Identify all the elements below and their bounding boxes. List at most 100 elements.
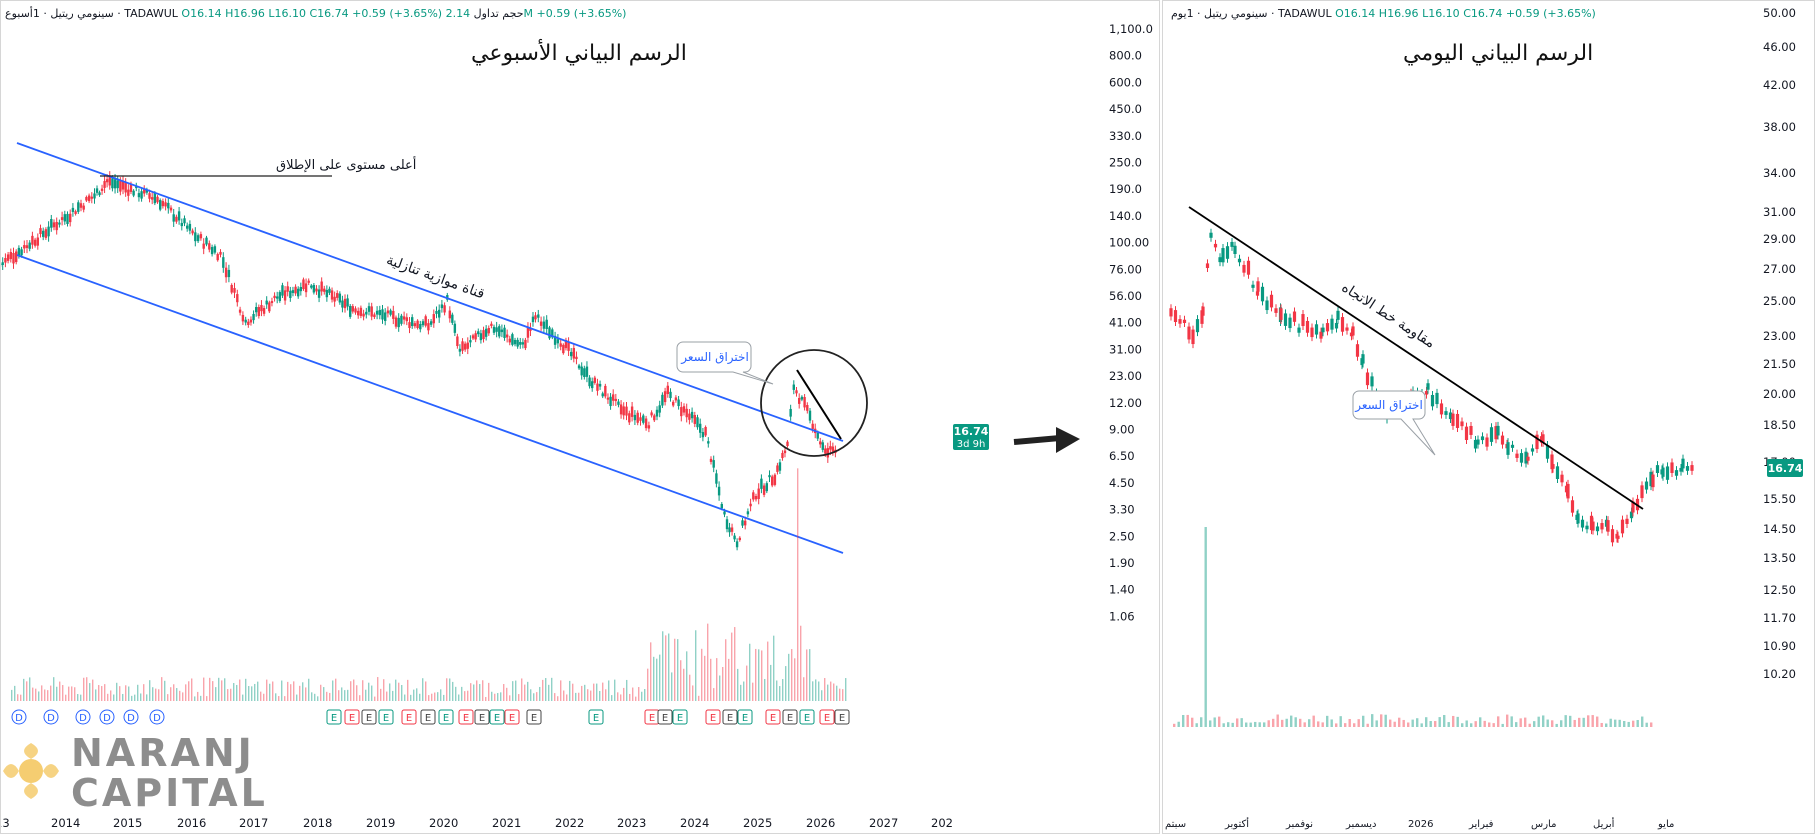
weekly-chart-panel[interactable]: سينومي ريتيل · 1أسبوع · TADAWUL O16.14 H… xyxy=(0,0,1160,834)
daily-chart-title: الرسم البياني اليومي xyxy=(1403,41,1594,66)
weekly-candle xyxy=(268,302,271,312)
weekly-candle xyxy=(302,279,305,290)
weekly-candle xyxy=(559,343,562,347)
daily-candle xyxy=(1361,354,1365,364)
weekly-candle xyxy=(639,417,642,421)
daily-candle xyxy=(1426,383,1430,390)
weekly-candle xyxy=(346,298,349,307)
event-badge-label: E xyxy=(463,713,469,724)
weekly-volume-bar xyxy=(833,683,835,701)
weekly-candle xyxy=(593,377,597,383)
daily-y-tick: 21.50 xyxy=(1763,357,1796,371)
weekly-volume-bar xyxy=(398,682,400,701)
weekly-open: O16.14 xyxy=(181,7,222,20)
weekly-chart-canvas[interactable]: 1,100.0 800.0 600.0 450.0 330.0 250.0 190.0 140… xyxy=(1,1,1160,834)
weekly-volume-bar xyxy=(83,677,85,701)
daily-volume-bar xyxy=(1645,722,1648,727)
daily-volume-bar xyxy=(1623,720,1626,727)
weekly-volume-bar xyxy=(281,680,283,701)
daily-volume-bar xyxy=(1551,720,1554,727)
weekly-candle xyxy=(701,432,705,438)
weekly-volume-bar xyxy=(224,678,226,701)
weekly-candle xyxy=(219,251,222,255)
weekly-volume-bar xyxy=(845,678,847,701)
daily-volume-bar xyxy=(1492,723,1495,727)
weekly-volume-bar xyxy=(731,632,733,701)
weekly-x-tick: 2015 xyxy=(113,816,142,830)
daily-candle xyxy=(1218,257,1222,263)
daily-candle xyxy=(1205,263,1210,269)
weekly-volume-bar xyxy=(452,681,454,701)
weekly-volume-bar xyxy=(242,694,244,701)
weekly-volume-bar xyxy=(503,684,505,701)
weekly-candle xyxy=(244,319,247,323)
weekly-y-tick: 800.0 xyxy=(1109,49,1142,63)
daily-candle xyxy=(1182,319,1187,324)
weekly-candle xyxy=(693,415,696,424)
daily-candle xyxy=(1233,245,1237,254)
weekly-candle xyxy=(696,417,699,428)
daily-volume-bar xyxy=(1461,723,1464,727)
weekly-candle xyxy=(666,385,669,395)
daily-volume-bar xyxy=(1290,715,1293,727)
weekly-volume-bar xyxy=(551,677,553,701)
weekly-candle xyxy=(273,295,276,299)
event-badge xyxy=(326,709,342,725)
weekly-candle xyxy=(448,310,452,319)
weekly-price-tag-bg xyxy=(953,424,989,450)
daily-volume-bar xyxy=(1245,722,1248,727)
daily-x-tick: فبراير xyxy=(1468,819,1494,830)
event-badge-label: E xyxy=(677,713,683,724)
weekly-price-timer: 3d 9h xyxy=(957,439,986,450)
weekly-volume-bar xyxy=(746,665,748,701)
weekly-volume-bar xyxy=(506,687,508,701)
weekly-candle xyxy=(283,290,287,301)
weekly-volume-bar xyxy=(764,678,766,701)
weekly-candle xyxy=(762,485,766,495)
weekly-candle xyxy=(539,321,543,326)
daily-chart-panel[interactable]: سينومي ريتيل · 1يوم · TADAWUL O16.14 H16… xyxy=(1162,0,1815,834)
weekly-candle xyxy=(113,179,117,189)
weekly-candle xyxy=(270,301,274,304)
weekly-volume-bar xyxy=(527,681,529,701)
daily-chart-canvas[interactable]: 50.00 46.00 42.00 38.00 34.00 31.00 29.00 27.00… xyxy=(1163,1,1815,834)
weekly-candle xyxy=(159,199,162,210)
weekly-candle xyxy=(224,267,228,278)
weekly-candle xyxy=(55,221,58,231)
weekly-volume-bar xyxy=(71,686,73,701)
weekly-volume-bar xyxy=(449,678,451,701)
daily-volume-bar xyxy=(1335,723,1338,727)
daily-y-tick: 25.00 xyxy=(1763,294,1796,308)
daily-candle xyxy=(1560,474,1564,483)
weekly-candle xyxy=(553,335,557,345)
daily-candle xyxy=(1661,467,1665,477)
daily-volume-bar xyxy=(1263,722,1266,727)
daily-volume-bar xyxy=(1600,722,1603,727)
daily-volume-bar xyxy=(1204,527,1207,727)
daily-candle xyxy=(1336,310,1340,320)
weekly-volume-bar xyxy=(311,692,313,701)
daily-volume-bar xyxy=(1303,722,1306,727)
logo-line2: CAPITAL xyxy=(71,771,268,815)
weekly-volume-bar xyxy=(482,680,484,701)
weekly-candle xyxy=(105,179,109,183)
weekly-candle xyxy=(482,330,485,340)
weekly-candle xyxy=(44,229,48,238)
weekly-candle xyxy=(800,396,804,400)
daily-volume-bar xyxy=(1560,720,1563,727)
daily-y-tick: 12.50 xyxy=(1763,583,1796,597)
weekly-volume-bar xyxy=(215,687,217,701)
daily-x-tick: نوفمبر xyxy=(1285,819,1313,830)
weekly-candle xyxy=(792,384,795,390)
weekly-y-tick: 600.0 xyxy=(1109,75,1142,89)
weekly-volume-bar xyxy=(422,678,424,701)
weekly-candle xyxy=(526,327,530,338)
daily-volume-bar xyxy=(1456,716,1459,727)
weekly-volume-bar xyxy=(836,685,838,701)
channel-lower-line xyxy=(16,254,844,554)
event-badge xyxy=(123,709,139,725)
weekly-volume-bar xyxy=(767,641,769,701)
weekly-candle xyxy=(177,211,181,221)
daily-candle xyxy=(1314,324,1319,335)
daily-y-tick: 46.00 xyxy=(1763,40,1796,54)
